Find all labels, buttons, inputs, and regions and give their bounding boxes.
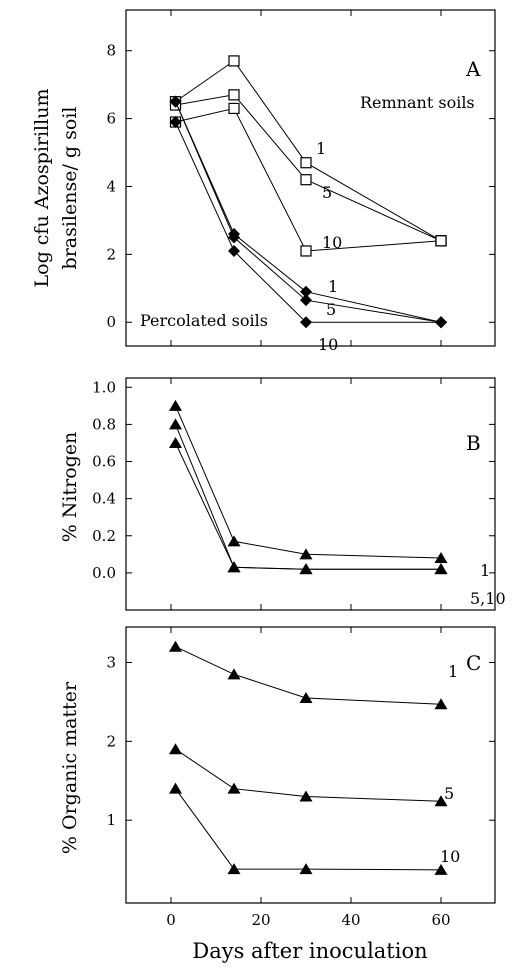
data-point-diamond bbox=[300, 285, 312, 298]
panel-c: 1 2 3 0 20 40 60 C 1 5 10 % Organic matter Day… bbox=[59, 626, 496, 963]
data-point-triangle bbox=[227, 668, 241, 680]
data-point-triangle bbox=[169, 782, 182, 794]
panel-b-ytick-label: 0.2 bbox=[92, 527, 116, 545]
panel-b-series-line bbox=[175, 405, 442, 559]
panel-a-series-line bbox=[175, 60, 442, 242]
c-series-10-label: 10 bbox=[440, 847, 460, 866]
data-point-triangle bbox=[299, 863, 313, 875]
panel-c-series-line bbox=[175, 788, 442, 871]
data-point-triangle bbox=[169, 640, 182, 652]
c-ylabel: % Organic matter bbox=[59, 681, 81, 854]
x-tick-label: 60 bbox=[431, 911, 450, 929]
panel-b-ytick-label: 0.8 bbox=[92, 415, 116, 433]
a-percolated-1-label: 1 bbox=[328, 277, 338, 296]
a-remnant-5-label: 5 bbox=[322, 183, 332, 202]
data-point-triangle bbox=[169, 399, 182, 411]
c-series-1-label: 1 bbox=[448, 662, 458, 681]
data-point-diamond bbox=[300, 294, 312, 307]
data-point-square bbox=[300, 245, 312, 257]
panel-a-ytick-label: 2 bbox=[106, 245, 116, 263]
panel-b-frame bbox=[125, 377, 496, 611]
remnant-soils-label: Remnant soils bbox=[360, 93, 475, 112]
data-point-triangle bbox=[299, 790, 313, 802]
x-tick-label: 40 bbox=[341, 911, 360, 929]
data-point-diamond bbox=[169, 116, 182, 128]
data-point-square bbox=[228, 102, 240, 115]
panel-b: 0.0 0.2 0.4 0.6 0.8 1.0 B 1 5,10 % Nitrogen bbox=[59, 377, 506, 611]
panel-a-series-line bbox=[175, 121, 441, 323]
data-point-square bbox=[300, 174, 312, 186]
panel-a-series-line bbox=[175, 94, 442, 242]
b-series-5-10-end-label: 5,10 bbox=[470, 589, 506, 608]
panel-c-frame bbox=[125, 626, 496, 904]
panel-a-ytick-label: 8 bbox=[106, 42, 116, 60]
data-point-triangle bbox=[169, 743, 182, 755]
data-point-triangle bbox=[434, 795, 448, 807]
data-point-diamond bbox=[435, 316, 447, 329]
a-ylabel-line2: brasilense/ g soil bbox=[59, 107, 81, 270]
x-axis-label: Days after inoculation bbox=[192, 939, 427, 963]
data-point-square bbox=[228, 55, 240, 67]
panel-c-letter: C bbox=[466, 651, 481, 675]
panel-a-ytick-label: 4 bbox=[106, 177, 116, 195]
a-ylabel-line1: Log cfu Azospirillum bbox=[31, 89, 53, 288]
b-ylabel: % Nitrogen bbox=[59, 432, 81, 543]
panel-c-series-line bbox=[175, 748, 442, 802]
panel-b-ytick-label: 0.0 bbox=[92, 564, 116, 582]
data-point-triangle bbox=[434, 698, 448, 710]
data-point-triangle bbox=[227, 782, 241, 794]
a-remnant-10-label: 10 bbox=[322, 233, 342, 252]
data-point-diamond bbox=[300, 316, 312, 329]
x-tick-label: 20 bbox=[251, 911, 270, 929]
panel-a-series-line bbox=[175, 101, 442, 323]
x-tick-label: 0 bbox=[166, 911, 176, 929]
data-point-triangle bbox=[299, 691, 313, 703]
data-point-triangle bbox=[227, 863, 241, 875]
data-point-triangle bbox=[434, 552, 448, 564]
panel-a-ytick-label: 0 bbox=[106, 313, 116, 331]
data-point-triangle bbox=[299, 563, 313, 575]
data-point-diamond bbox=[228, 231, 240, 244]
data-point-triangle bbox=[299, 548, 313, 560]
a-percolated-5-label: 5 bbox=[326, 300, 336, 319]
panel-a-letter: A bbox=[465, 57, 481, 81]
panel-c-ytick-label: 3 bbox=[106, 653, 116, 671]
data-point-triangle bbox=[227, 561, 241, 573]
panel-a-series-line bbox=[175, 101, 442, 323]
panel-a-series-line bbox=[175, 107, 442, 252]
panel-c-ytick-label: 1 bbox=[106, 811, 116, 829]
panel-c-ytick-label: 2 bbox=[106, 732, 116, 750]
panel-b-series-line bbox=[175, 442, 441, 570]
data-point-triangle bbox=[169, 436, 182, 448]
data-point-diamond bbox=[228, 244, 240, 257]
panel-b-letter: B bbox=[466, 431, 481, 455]
panel-a-frame bbox=[125, 9, 496, 347]
panel-b-ytick-label: 0.6 bbox=[92, 453, 116, 471]
data-point-triangle bbox=[227, 535, 241, 547]
panel-b-ytick-label: 0.4 bbox=[92, 490, 116, 508]
percolated-soils-label: Percolated soils bbox=[140, 311, 268, 330]
data-point-triangle bbox=[434, 863, 448, 875]
panel-a-ytick-label: 6 bbox=[106, 110, 116, 128]
panel-b-ytick-label: 1.0 bbox=[92, 378, 116, 396]
a-remnant-1-label: 1 bbox=[316, 139, 326, 158]
data-point-triangle bbox=[434, 563, 448, 575]
c-series-5-label: 5 bbox=[444, 784, 454, 803]
panel-a: 0 2 4 6 8 A Remnant soils Percolated soils 1… bbox=[31, 9, 496, 354]
panel-c-series-line bbox=[175, 646, 442, 705]
data-point-triangle bbox=[169, 418, 182, 430]
data-point-square bbox=[435, 235, 447, 247]
data-point-square bbox=[228, 89, 240, 101]
data-point-diamond bbox=[169, 95, 182, 108]
a-percolated-10-label: 10 bbox=[318, 335, 338, 354]
b-series-1-end-label: 1 bbox=[480, 561, 490, 580]
data-point-square bbox=[300, 157, 312, 169]
